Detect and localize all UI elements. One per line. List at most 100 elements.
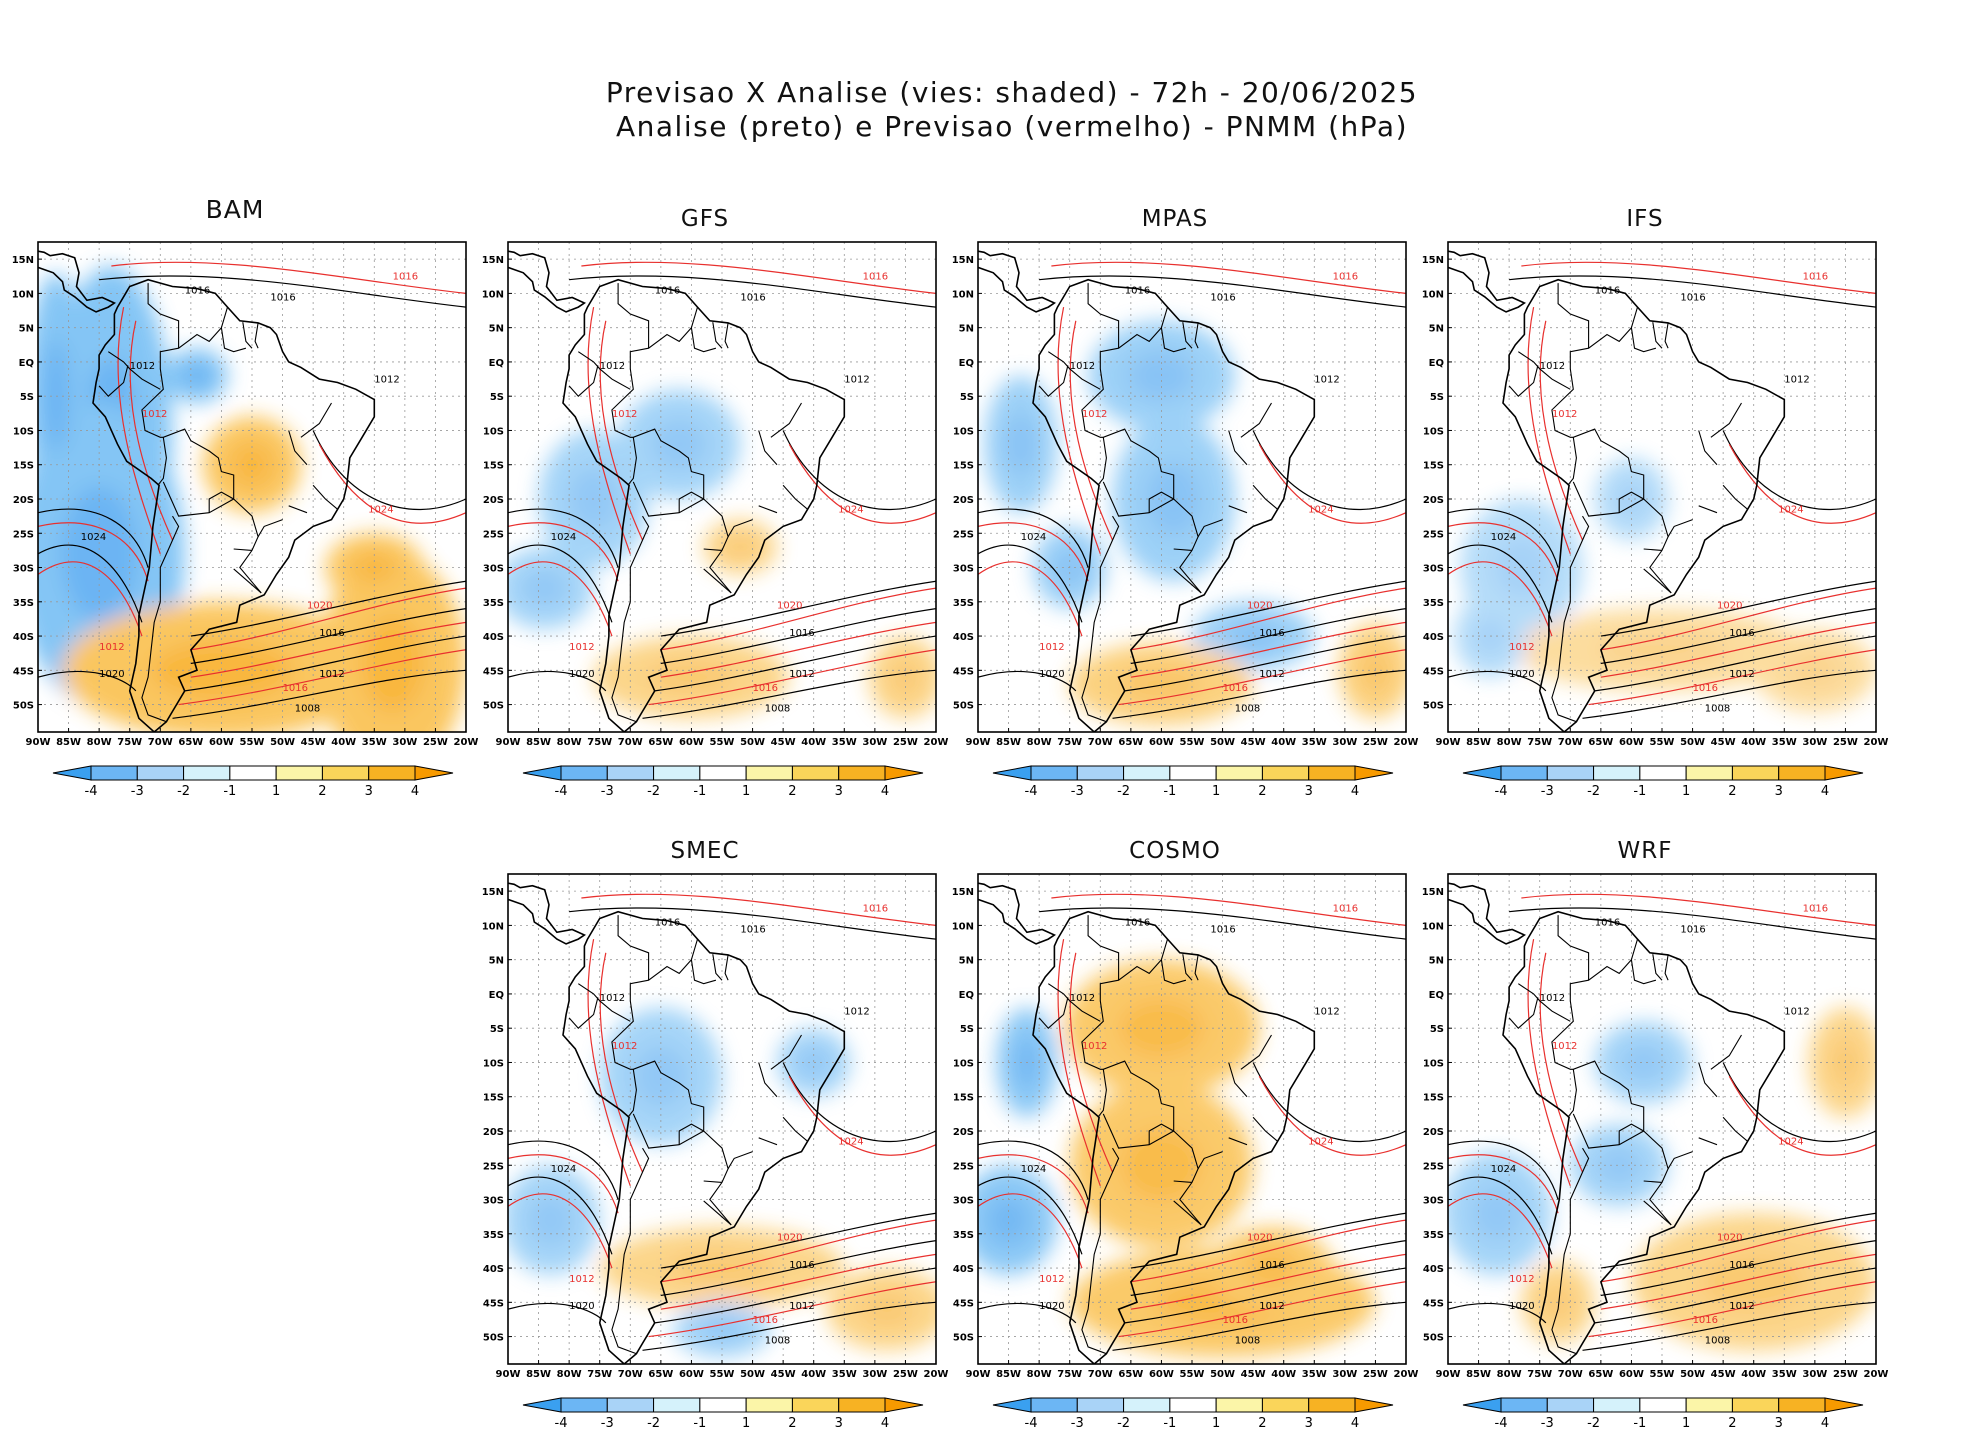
lon-tick-label: 75W [587, 1369, 612, 1380]
lat-tick-label: 10N [1422, 289, 1444, 300]
axis-labels: 15N 10N 5N EQ 5S 10S 15S 20S 25S 30S 35S 40S 45S 50S 9… [1422, 255, 1889, 748]
country-border [1517, 351, 1571, 390]
map-panel-mpas: MPAS 1012 1016 1016 1012 1024 1020 1016 1012 100… [940, 190, 1419, 810]
colorbar-arrow-high [1824, 765, 1864, 781]
country-border [1652, 322, 1663, 349]
analysis-isobar [1124, 1267, 1406, 1324]
lon-tick-label: 85W [526, 1369, 551, 1380]
lon-tick-label: 70W [148, 737, 173, 748]
map-canvas: 1012 1016 1016 1012 1024 1020 1016 1012 1008 1016… [1422, 241, 1888, 799]
colorbar-tick-label: 2 [1728, 784, 1736, 799]
forecast-contour-label: 1012 [612, 409, 637, 420]
colorbar-tick-label: -1 [693, 1416, 706, 1431]
analysis-contour-label: 1020 [1509, 1301, 1534, 1312]
colorbar-tick-label: -2 [1587, 784, 1600, 799]
colorbar-segment [229, 765, 277, 781]
axis-labels: 15N 10N 5N EQ 5S 10S 15S 20S 25S 30S 35S 40S 45S 50S 9… [12, 255, 479, 748]
lon-tick-label: 60W [1619, 737, 1644, 748]
forecast-isobar [1118, 649, 1406, 706]
colorbar-segment [1685, 765, 1733, 781]
lat-tick-label: 40S [1423, 632, 1444, 643]
country-border [1173, 1180, 1193, 1183]
lon-tick-label: 45W [771, 1369, 796, 1380]
lat-tick-label: 20S [13, 495, 34, 506]
country-border [724, 954, 729, 981]
lon-tick-label: 50W [1210, 737, 1235, 748]
country-border [703, 568, 732, 594]
positive-bias-core [1541, 1283, 1575, 1321]
analysis-contour-label: 1024 [551, 1164, 576, 1175]
colorbar-tick-label: -2 [1117, 1416, 1130, 1431]
country-border [1618, 491, 1644, 513]
lat-tick-label: 50S [483, 701, 504, 712]
colorbar: -4 -3 -2 -1 1 2 3 4 [992, 1397, 1394, 1431]
analysis-contour-label: 1020 [1039, 669, 1064, 680]
forecast-contour-label: 1020 [777, 601, 802, 612]
colorbar-arrow-high [884, 1397, 924, 1413]
analysis-isobar [312, 430, 466, 511]
analysis-contour-label: 1012 [1784, 1006, 1809, 1017]
lat-tick-label: 15N [12, 255, 34, 266]
colorbar-segment [183, 765, 231, 781]
lon-tick-label: 45W [1711, 1369, 1736, 1380]
contour-labels: 1012 1016 1016 1012 1024 1020 1016 1012 1008 1016… [1021, 904, 1358, 1347]
country-border [724, 322, 729, 349]
forecast-isobar [1051, 893, 1406, 926]
analysis-isobar [1112, 1301, 1406, 1351]
forecast-contour-label: 1012 [1509, 642, 1534, 653]
lon-tick-label: 75W [1527, 737, 1552, 748]
lat-lon-grid [508, 242, 936, 732]
colorbar-segment [745, 1397, 793, 1413]
colorbar-segment [1593, 765, 1641, 781]
lat-tick-label: 5S [1430, 1024, 1444, 1035]
colorbar-segment [368, 765, 416, 781]
colorbar-segment [1215, 765, 1263, 781]
lat-tick-label: 15S [483, 461, 504, 472]
country-border [1630, 938, 1657, 985]
country-border [703, 548, 723, 551]
colorbar-tick-label: -2 [647, 784, 660, 799]
lat-tick-label: EQ [489, 358, 504, 369]
forecast-isobar [178, 649, 466, 706]
title-line-1: Previsao X Analise (vies: shaded) - 72h … [605, 76, 1419, 109]
analysis-contour-label: 1016 [789, 628, 814, 639]
axis-labels: 15N 10N 5N EQ 5S 10S 15S 20S 25S 30S 35S 40S 45S 50S 9… [482, 255, 949, 748]
forecast-isobar [1728, 443, 1876, 524]
forecast-isobar [648, 1281, 936, 1338]
country-border [312, 484, 338, 510]
forecast-isobar [1448, 522, 1559, 582]
lat-tick-label: EQ [19, 358, 34, 369]
lon-tick-label: 40W [1271, 1369, 1296, 1380]
country-border [1572, 481, 1644, 517]
country-border [147, 283, 180, 349]
colorbar-arrow-low [522, 1397, 562, 1413]
lon-tick-label: 70W [618, 737, 643, 748]
country-border [703, 1180, 723, 1183]
country-border [1252, 484, 1278, 510]
analysis-isobar [1582, 669, 1876, 719]
negative-bias-core [1004, 413, 1038, 476]
lat-tick-label: 10N [12, 289, 34, 300]
lat-tick-label: 25S [953, 1161, 974, 1172]
axis-labels: 15N 10N 5N EQ 5S 10S 15S 20S 25S 30S 35S 40S 45S 50S 9… [952, 887, 1419, 1380]
lat-tick-label: 50S [483, 1333, 504, 1344]
analysis-contour-label: 1016 [270, 292, 295, 303]
lon-tick-label: 80W [1027, 737, 1052, 748]
lon-tick-label: 65W [1118, 1369, 1143, 1380]
country-border [1038, 997, 1069, 1029]
lon-tick-label: 30W [1332, 737, 1357, 748]
positive-bias-core [1120, 1128, 1203, 1203]
coastlines [508, 250, 846, 732]
map-area: 1012 1016 1016 1012 1024 1020 1016 1012 1008 1016… [1448, 242, 1876, 732]
country-border [611, 959, 732, 1226]
analysis-isobar [508, 544, 613, 623]
map-canvas: 1012 1016 1016 1012 1024 1020 1016 1012 1008 1016… [482, 873, 948, 1431]
lon-tick-label: 20W [924, 1369, 949, 1380]
analysis-isobar [569, 275, 936, 308]
country-border [1572, 1113, 1644, 1149]
country-border [1173, 1200, 1202, 1226]
lon-tick-label: 85W [1466, 1369, 1491, 1380]
lon-tick-label: 90W [1436, 737, 1461, 748]
lon-tick-label: 40W [1271, 737, 1296, 748]
country-border [611, 515, 650, 723]
